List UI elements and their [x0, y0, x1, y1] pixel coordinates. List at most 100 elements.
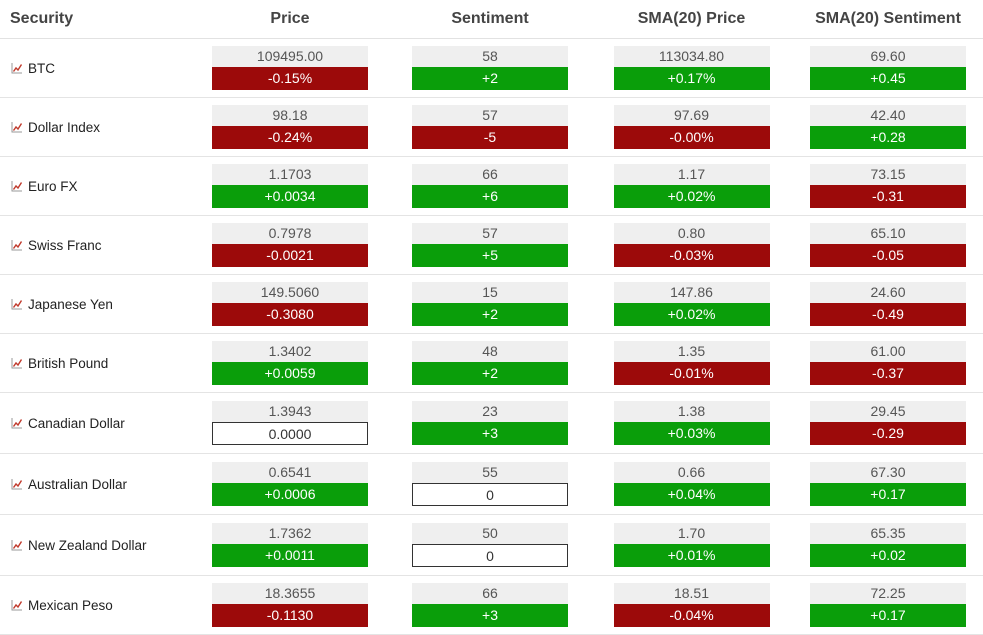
sma-sentiment-change: -0.31 — [810, 185, 966, 208]
sma-price-cell: 18.51 -0.04% — [590, 576, 793, 635]
sentiment-change: 0 — [412, 544, 568, 567]
price-change: +0.0011 — [212, 544, 368, 567]
sma-price-cell: 1.70 +0.01% — [590, 515, 793, 576]
sma-price-change: -0.00% — [613, 126, 770, 149]
chart-trend-icon — [11, 478, 23, 489]
price-value: 18.3655 — [212, 583, 368, 604]
header-sma-price: SMA(20) Price — [590, 0, 793, 39]
sentiment-cell: 57 +5 — [390, 216, 590, 275]
sma-sentiment-value: 65.10 — [810, 223, 966, 244]
sentiment-change: +6 — [412, 185, 568, 208]
price-change: 0.0000 — [212, 422, 368, 445]
sma-price-value: 1.35 — [613, 341, 770, 362]
security-link[interactable]: New Zealand Dollar — [11, 538, 147, 553]
sentiment-change: +2 — [412, 303, 568, 326]
chart-trend-icon — [11, 599, 23, 610]
security-link[interactable]: British Pound — [11, 356, 108, 371]
sma-price-value: 18.51 — [613, 583, 770, 604]
security-link[interactable]: Canadian Dollar — [11, 416, 125, 431]
sma-price-cell: 113034.80 +0.17% — [590, 39, 793, 98]
price-value: 0.7978 — [212, 223, 368, 244]
security-cell: Mexican Peso — [0, 576, 190, 635]
sma-sentiment-change: +0.45 — [810, 67, 966, 90]
price-value: 1.3402 — [212, 341, 368, 362]
security-cell: Swiss Franc — [0, 216, 190, 275]
sma-price-cell: 1.35 -0.01% — [590, 334, 793, 393]
price-change: +0.0034 — [212, 185, 368, 208]
security-cell: Canadian Dollar — [0, 393, 190, 454]
table-row: Mexican Peso 18.3655 -0.1130 66 +3 18.51… — [0, 576, 983, 635]
sma-price-value: 0.80 — [613, 223, 770, 244]
security-link[interactable]: Euro FX — [11, 179, 78, 194]
sentiment-value: 23 — [412, 401, 568, 422]
price-change: +0.0006 — [212, 483, 368, 506]
sma-price-cell: 0.80 -0.03% — [590, 216, 793, 275]
price-value: 1.7362 — [212, 523, 368, 544]
sma-sentiment-cell: 29.45 -0.29 — [793, 393, 983, 454]
table-row: British Pound 1.3402 +0.0059 48 +2 1.35 … — [0, 334, 983, 393]
security-link[interactable]: Australian Dollar — [11, 477, 127, 492]
sma-price-change: -0.01% — [613, 362, 770, 385]
sma-sentiment-change: -0.05 — [810, 244, 966, 267]
security-name: Mexican Peso — [28, 597, 113, 613]
sma-sentiment-cell: 42.40 +0.28 — [793, 98, 983, 157]
table-row: Euro FX 1.1703 +0.0034 66 +6 1.17 +0.02%… — [0, 157, 983, 216]
sentiment-cell: 55 0 — [390, 454, 590, 515]
security-cell: Australian Dollar — [0, 454, 190, 515]
price-change: -0.0021 — [212, 244, 368, 267]
price-value: 1.3943 — [212, 401, 368, 422]
sentiment-cell: 58 +2 — [390, 39, 590, 98]
sentiment-change: -5 — [412, 126, 568, 149]
chart-trend-icon — [11, 180, 23, 191]
price-change: +0.0059 — [212, 362, 368, 385]
price-change: -0.1130 — [212, 604, 368, 627]
sma-sentiment-cell: 73.15 -0.31 — [793, 157, 983, 216]
sentiment-value: 66 — [412, 164, 568, 185]
security-cell: New Zealand Dollar — [0, 515, 190, 576]
security-name: New Zealand Dollar — [28, 537, 147, 553]
price-value: 149.5060 — [212, 282, 368, 303]
sma-sentiment-value: 24.60 — [810, 282, 966, 303]
sma-sentiment-value: 29.45 — [810, 401, 966, 422]
chart-trend-icon — [11, 239, 23, 250]
chart-trend-icon — [11, 298, 23, 309]
price-change: -0.24% — [212, 126, 368, 149]
sma-sentiment-value: 72.25 — [810, 583, 966, 604]
table-row: Dollar Index 98.18 -0.24% 57 -5 97.69 -0… — [0, 98, 983, 157]
sentiment-change: 0 — [412, 483, 568, 506]
sma-sentiment-change: +0.17 — [810, 483, 966, 506]
sma-sentiment-value: 42.40 — [810, 105, 966, 126]
table-header-row: Security Price Sentiment SMA(20) Price S… — [0, 0, 983, 39]
sma-price-value: 0.66 — [613, 462, 770, 483]
security-link[interactable]: Dollar Index — [11, 120, 100, 135]
security-link[interactable]: Japanese Yen — [11, 297, 113, 312]
sma-price-value: 113034.80 — [613, 46, 770, 67]
sma-sentiment-cell: 65.35 +0.02 — [793, 515, 983, 576]
header-sentiment: Sentiment — [390, 0, 590, 39]
sma-price-value: 1.70 — [613, 523, 770, 544]
sma-price-change: -0.03% — [613, 244, 770, 267]
header-security: Security — [0, 0, 190, 39]
security-link[interactable]: Swiss Franc — [11, 238, 102, 253]
security-name: Euro FX — [28, 178, 78, 194]
sma-sentiment-change: -0.29 — [810, 422, 966, 445]
sentiment-cell: 57 -5 — [390, 98, 590, 157]
sma-price-cell: 1.17 +0.02% — [590, 157, 793, 216]
security-cell: Dollar Index — [0, 98, 190, 157]
header-sma-sentiment: SMA(20) Sentiment — [793, 0, 983, 39]
price-cell: 1.3943 0.0000 — [190, 393, 390, 454]
sma-price-cell: 1.38 +0.03% — [590, 393, 793, 454]
sma-sentiment-value: 73.15 — [810, 164, 966, 185]
sentiment-value: 15 — [412, 282, 568, 303]
security-link[interactable]: Mexican Peso — [11, 598, 113, 613]
sma-price-change: +0.17% — [613, 67, 770, 90]
security-name: Dollar Index — [28, 119, 101, 135]
security-link[interactable]: BTC — [11, 61, 55, 76]
security-cell: Euro FX — [0, 157, 190, 216]
sentiment-change: +2 — [412, 362, 568, 385]
price-cell: 1.7362 +0.0011 — [190, 515, 390, 576]
security-name: Swiss Franc — [28, 237, 102, 253]
sma-sentiment-change: +0.17 — [810, 604, 966, 627]
sma-sentiment-cell: 65.10 -0.05 — [793, 216, 983, 275]
price-cell: 109495.00 -0.15% — [190, 39, 390, 98]
